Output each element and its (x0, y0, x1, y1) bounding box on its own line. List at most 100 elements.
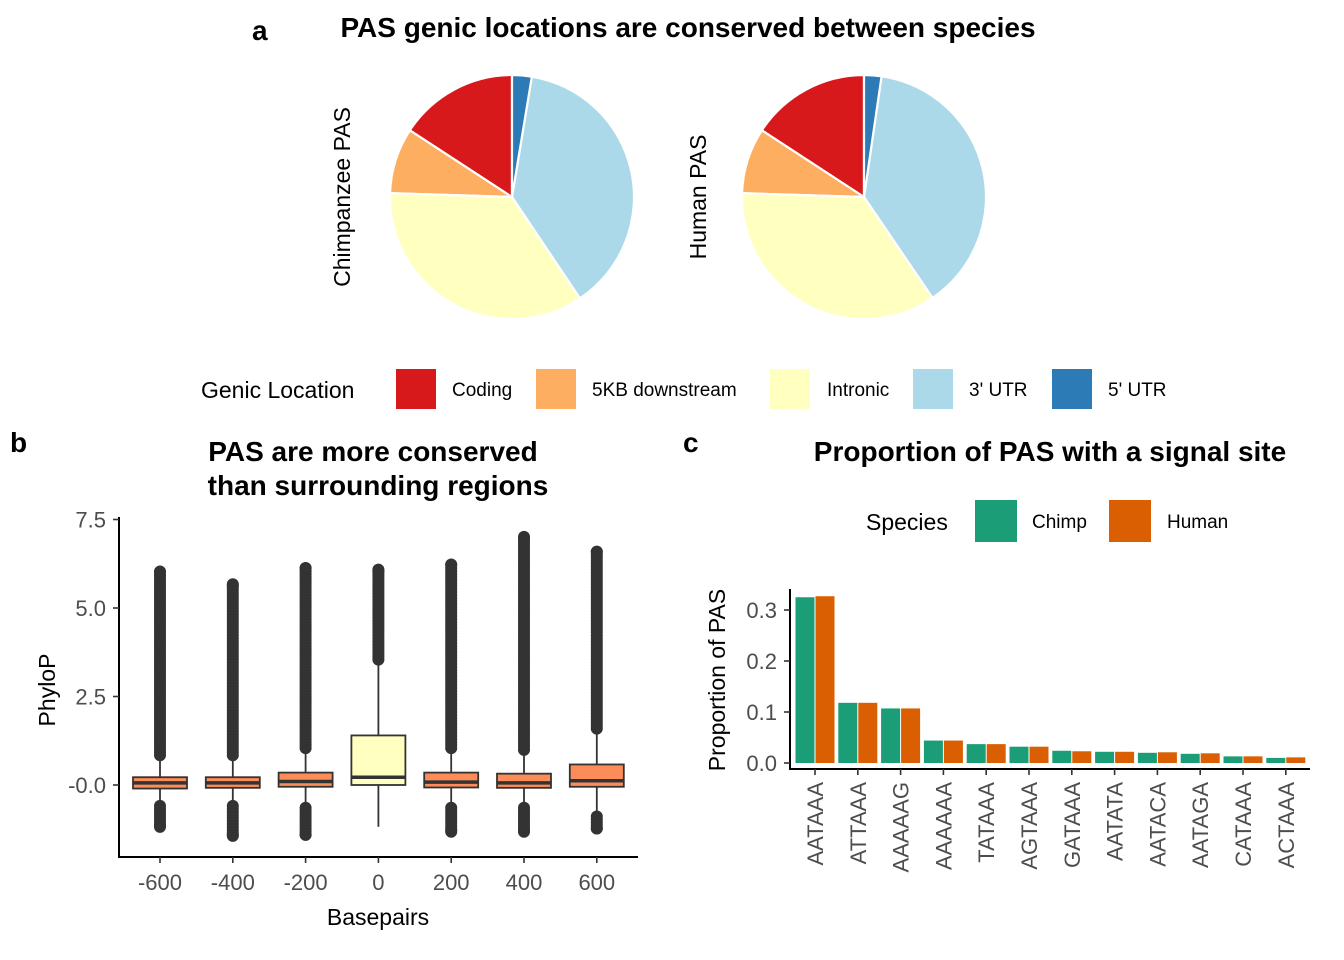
panel-b-tag: b (10, 427, 27, 458)
bar-xtick-label-2: AAAAAG (889, 782, 914, 872)
bar-ytick-label-2: 0.2 (746, 649, 777, 674)
box-x-axis-label: Basepairs (327, 904, 429, 930)
bar-human-5 (1029, 746, 1049, 763)
bar-xtick-label-6: GATAAA (1060, 782, 1085, 868)
bar-chimp-8 (1137, 752, 1157, 763)
pie-slice-1-0 (760, 73, 866, 200)
pie-slice-0-2 (388, 192, 582, 321)
box-panel-title-line-2: than surrounding regions (208, 470, 549, 501)
box-2 (277, 561, 334, 841)
bar-chimp-5 (1009, 746, 1029, 763)
box-0 (132, 565, 188, 833)
species-legend-key-0 (975, 500, 1017, 542)
box-outlier-hi-top-4 (445, 558, 458, 571)
bar-xtick-label-4: TATAAA (974, 782, 999, 863)
species-legend-title: Species (866, 509, 948, 535)
bar-human-10 (1243, 756, 1263, 763)
pie-charts: Chimpanzee PAS Human PAS (329, 73, 988, 321)
box-outlier-hi-top-2 (299, 561, 312, 574)
boxplot-area: -0.0 2.5 5.0 7.5 -600 -400 -200 0 200 400 600 (68, 508, 638, 895)
genic-legend-key-1 (536, 369, 576, 409)
panel-a-tag: a (252, 15, 268, 46)
bar-chimp-3 (923, 740, 943, 763)
box-body-2 (277, 771, 334, 788)
pie-panel-title: PAS genic locations are conserved betwee… (340, 12, 1035, 43)
box-xtick-label-1: -400 (211, 870, 255, 895)
bar-human-9 (1200, 753, 1220, 763)
bar-xtick-label-10: CATAAA (1231, 782, 1256, 867)
pie-slice-0-0 (408, 73, 514, 200)
bar-xtick-label-7: AATATA (1103, 782, 1128, 861)
box-xtick-label-5: 400 (506, 870, 543, 895)
bar-human-11 (1286, 757, 1306, 763)
box-panel-title-line-1: PAS are more conserved (208, 436, 537, 467)
bar-xtick-label-1: ATTAAA (846, 782, 871, 865)
bar-human-4 (986, 744, 1006, 763)
pie-slice-1-4 (862, 73, 883, 198)
bar-chimp-9 (1180, 753, 1200, 763)
bar-human-0 (815, 596, 835, 763)
box-outlier-hi-top-3 (372, 565, 385, 578)
box-ytick-label-1: 2.5 (75, 685, 106, 710)
box-body-6 (568, 763, 625, 788)
box-outlier-lo-bottom-2 (299, 828, 312, 841)
species-legend-key-1 (1109, 500, 1151, 542)
genic-legend-key-4 (1052, 369, 1092, 409)
bar-chimp-7 (1095, 751, 1115, 763)
genic-legend-label-1: 5KB downstream (592, 380, 737, 401)
box-outlier-hi-top-6 (590, 546, 603, 559)
bar-chimp-11 (1266, 757, 1286, 763)
species-legend: Species Chimp Human (866, 500, 1228, 542)
box-xtick-label-6: 600 (578, 870, 615, 895)
box-body-5 (496, 772, 552, 789)
box-5 (496, 530, 552, 838)
genic-legend-key-2 (770, 369, 810, 409)
bar-xtick-label-8: AATACA (1145, 782, 1170, 867)
bar-human-7 (1115, 751, 1135, 763)
bar-xtick-label-3: AAAAAA (931, 782, 956, 870)
bar-human-8 (1157, 752, 1177, 763)
bar-chimp-4 (966, 744, 986, 763)
genic-legend-label-4: 5' UTR (1108, 380, 1167, 401)
box-outlier-lo-bottom-6 (590, 822, 603, 835)
species-legend-label-0: Chimp (1032, 512, 1087, 533)
bar-human-1 (858, 702, 878, 763)
species-legend-label-1: Human (1167, 512, 1228, 533)
box-6 (568, 545, 625, 835)
box-3 (350, 563, 407, 827)
box-1 (204, 578, 261, 842)
bar-panel-title: Proportion of PAS with a signal site (814, 436, 1286, 467)
genic-legend-label-2: Intronic (827, 380, 889, 401)
genic-legend-label-0: Coding (452, 380, 512, 401)
box-ytick-label-3: 7.5 (75, 508, 106, 533)
pie-slice-1-2 (740, 192, 935, 321)
genic-legend-label-3: 3' UTR (969, 380, 1028, 401)
genic-location-legend-title: Genic Location (201, 377, 354, 403)
bar-chimp-6 (1052, 750, 1072, 763)
box-y-axis-label: PhyloP (34, 654, 60, 727)
bar-ytick-label-3: 0.3 (746, 598, 777, 623)
bar-ytick-label-1: 0.1 (746, 700, 777, 725)
box-xtick-label-0: -600 (138, 870, 182, 895)
bar-xtick-label-0: AATAAA (803, 782, 828, 866)
bar-human-2 (901, 708, 921, 763)
box-xtick-label-3: 0 (372, 870, 384, 895)
box-outlier-hi-top-0 (154, 565, 166, 578)
bar-human-6 (1072, 751, 1092, 763)
box-xtick-label-2: -200 (284, 870, 328, 895)
box-outlier-lo-bottom-5 (518, 824, 530, 837)
genic-legend-key-3 (913, 369, 953, 409)
bar-y-axis-label: Proportion of PAS (704, 589, 730, 771)
box-ytick-label-0: -0.0 (68, 773, 106, 798)
box-ytick-label-2: 5.0 (75, 596, 106, 621)
barplot-area: 0.0 0.1 0.2 0.3 AATAAA ATTAAA AAAAAG AAAAAA TATA… (746, 589, 1310, 872)
box-outlier-lo-bottom-1 (226, 828, 239, 841)
pie-slice-0-4 (510, 73, 534, 198)
bar-human-3 (943, 740, 963, 763)
bar-xtick-label-5: AGTAAA (1017, 782, 1042, 870)
bar-chimp-10 (1223, 756, 1243, 763)
pie-label-0: Chimpanzee PAS (329, 107, 355, 287)
bar-chimp-1 (838, 702, 858, 763)
bar-chimp-2 (881, 708, 901, 763)
